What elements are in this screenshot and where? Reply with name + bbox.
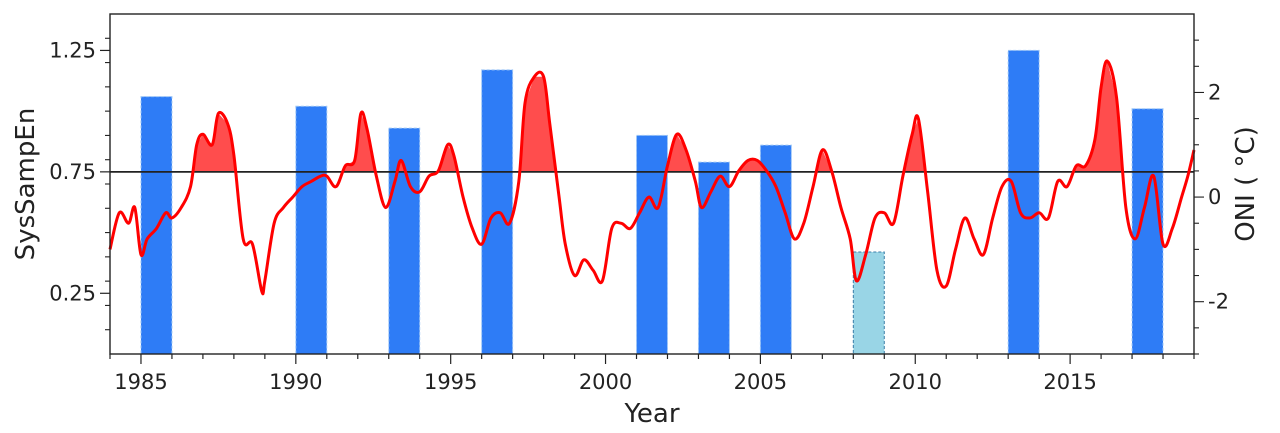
bar-2003 [697,161,730,355]
el-nino-fill-6 [738,160,768,172]
bar-2008 [852,251,885,355]
bar-2005 [759,144,792,355]
x-tick-label-1985: 1985 [114,370,167,394]
x-tick-label-2005: 2005 [734,370,787,394]
oni-series-line [108,59,1196,296]
el-nino-fill-7 [816,150,832,172]
right-y-axis-ticks: -2 0 2 [1194,39,1229,355]
bar-2001 [636,134,668,355]
el-nino-fill-5 [666,134,693,172]
y-tick-label-0.25: 0.25 [49,281,96,305]
x-tick-label-1990: 1990 [269,370,322,394]
x-tick-label-1995: 1995 [424,370,477,394]
y2-tick-label-2: 2 [1208,80,1221,104]
el-nino-fill-4 [519,76,556,172]
y-tick-label-1.25: 1.25 [49,38,96,62]
x-tick-label-2010: 2010 [889,370,942,394]
x-tick-label-2015: 2015 [1043,370,1096,394]
right-y-axis-title: ONI ( °C) [1231,126,1261,242]
x-tick-label-2000: 2000 [579,370,632,394]
left-y-axis-title: SysSampEn [11,108,41,261]
y2-tick-label--2: -2 [1208,290,1229,314]
bar-2013 [1007,49,1040,355]
bar-1990 [295,105,328,355]
left-y-axis-ticks: 0.25 0.75 1.25 [49,37,110,331]
bar-1985 [140,96,173,355]
bar-2017 [1131,108,1164,355]
el-nino-fill-1 [342,113,376,172]
bar-1993 [388,127,421,355]
x-axis-ticks: 1985 1990 1995 2000 2005 2010 2015 [109,354,1195,394]
y2-tick-label-0: 0 [1208,185,1221,209]
x-axis-title: Year [623,399,679,429]
y-tick-label-0.75: 0.75 [49,160,96,184]
